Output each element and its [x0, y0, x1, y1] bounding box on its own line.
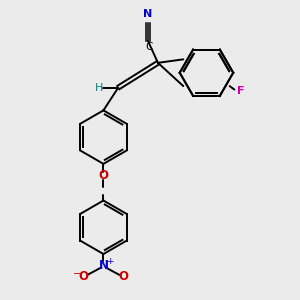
Text: +: +	[106, 257, 113, 266]
Text: −: −	[73, 269, 81, 279]
Text: O: O	[118, 270, 128, 283]
Text: O: O	[98, 169, 108, 182]
Text: N: N	[143, 9, 153, 19]
Text: F: F	[237, 85, 245, 96]
Text: H: H	[95, 82, 104, 93]
Text: O: O	[79, 270, 88, 283]
Text: C: C	[145, 42, 153, 52]
Text: N: N	[98, 260, 108, 272]
